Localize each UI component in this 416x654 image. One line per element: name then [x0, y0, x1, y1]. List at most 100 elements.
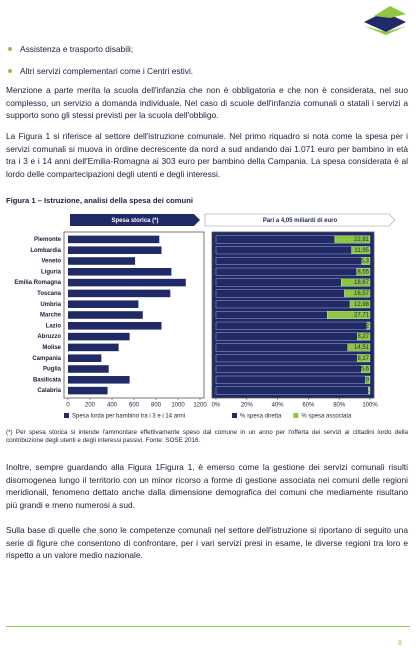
category-label: Puglia	[43, 367, 62, 373]
panel-header: Pari a 4,05 miliardi di euro	[263, 218, 338, 224]
legend-label: Spesa lorda per bambino tra i 3 e i 14 a…	[72, 414, 185, 420]
x-tick-label: 40%	[272, 403, 285, 409]
data-label: 8,55	[357, 269, 369, 275]
category-label: Campania	[32, 356, 61, 362]
bar-segment	[361, 365, 371, 373]
category-label: Marche	[40, 313, 62, 319]
bar-segment	[215, 365, 362, 373]
bar-segment	[334, 235, 371, 244]
data-label: 16,57	[354, 291, 370, 297]
data-label: 2	[366, 323, 370, 329]
footer-rule	[6, 626, 410, 627]
legend-swatch	[64, 413, 69, 418]
data-label: 27,71	[354, 313, 370, 319]
logo	[364, 6, 406, 35]
x-tick-label: 600	[129, 403, 140, 409]
bullet: Altri servizi complementari come i Centr…	[20, 66, 194, 76]
bar	[68, 278, 186, 287]
data-label: 2,9	[361, 377, 370, 383]
data-label: 12,98	[354, 302, 370, 308]
bar-segment	[341, 278, 371, 287]
category-label: Basilicata	[33, 377, 62, 383]
bar	[68, 235, 160, 244]
legend-swatch	[293, 413, 299, 418]
bar	[68, 268, 172, 276]
bar	[68, 257, 136, 265]
bar-segment	[349, 300, 371, 309]
legend-label: % spesa associata	[301, 414, 352, 420]
bar-segment	[215, 235, 336, 244]
data-label: 8,17	[357, 356, 369, 362]
bar	[68, 311, 143, 319]
bar-segment	[215, 354, 358, 363]
bar-segment	[327, 311, 371, 319]
x-tick-label: 80%	[333, 403, 346, 409]
x-tick-label: 0%	[212, 403, 221, 409]
paragraph: La Figura 1 si riferisce al settore dell…	[6, 131, 408, 179]
bar-segment	[361, 257, 371, 265]
data-label: 11,95	[354, 248, 369, 254]
category-label: Calabria	[37, 388, 61, 394]
bar-segment	[356, 267, 371, 276]
x-tick-label: 200	[85, 403, 96, 409]
category-label: Piemonte	[34, 237, 62, 243]
bar-segment	[215, 386, 369, 395]
bar-segment	[215, 267, 357, 276]
data-label: 18,67	[354, 280, 370, 286]
category-label: Molise	[42, 345, 61, 351]
category-label: Abruzzo	[37, 334, 61, 340]
category-label: Lazio	[46, 323, 62, 329]
data-label: 22,81	[354, 237, 370, 243]
panel-header-bg	[70, 214, 200, 226]
bar-segment	[215, 343, 348, 352]
category-label: Liguria	[41, 269, 62, 275]
x-tick-label: 1200	[193, 403, 207, 409]
bar-segment	[215, 278, 342, 287]
data-label: 1	[366, 388, 370, 394]
category-label: Lombardia	[30, 248, 61, 254]
legend-label: % spesa diretta	[240, 414, 282, 420]
x-tick-label: 800	[151, 403, 162, 409]
bar-segment	[215, 300, 351, 309]
bar	[68, 354, 102, 362]
bar-segment	[215, 375, 366, 384]
page-number: 8	[398, 640, 402, 647]
paragraph: Sulla base di quelle che sono le compete…	[6, 525, 408, 561]
x-tick-label: 0	[66, 403, 70, 409]
x-tick-label: 400	[107, 403, 118, 409]
bullet-dot	[8, 69, 12, 73]
bar-segment	[357, 354, 371, 363]
bar-segment	[365, 375, 371, 384]
data-label: 5,3	[361, 259, 370, 265]
x-tick-label: 60%	[302, 403, 315, 409]
bar-segment	[347, 343, 371, 352]
category-label: Veneto	[41, 259, 61, 265]
category-label: Toscana	[37, 291, 62, 297]
x-tick-label: 1000	[171, 403, 185, 409]
bar	[68, 289, 171, 298]
data-label: 5,6	[361, 367, 370, 373]
x-tick-label: 20%	[241, 403, 254, 409]
figure-chart: Spesa storica (*) 0 200 400 600 800 1000 1200 Pi…	[14, 213, 396, 420]
bar-segment	[344, 289, 371, 298]
bullet-dot	[8, 47, 12, 51]
bar-segment	[215, 321, 368, 330]
legend-swatch	[232, 413, 237, 418]
bar-segment	[215, 257, 362, 265]
bar-segment	[215, 246, 352, 255]
category-label: Emilia Romagna	[14, 280, 61, 286]
data-label: 8,27	[357, 334, 369, 340]
bar	[68, 322, 162, 330]
bar-segment	[368, 386, 371, 395]
panel-header-bg	[204, 213, 396, 227]
bar-segment	[215, 311, 328, 319]
bar-segment	[215, 289, 345, 298]
bar	[68, 376, 130, 384]
bar	[68, 343, 119, 352]
data-label: 14,51	[354, 345, 370, 351]
bar	[68, 386, 108, 395]
bar	[68, 246, 162, 254]
panel-header: Spesa storica (*)	[111, 218, 158, 224]
bar-segment	[357, 332, 371, 341]
bullet: Assistenza e trasporto disabili;	[20, 44, 134, 54]
